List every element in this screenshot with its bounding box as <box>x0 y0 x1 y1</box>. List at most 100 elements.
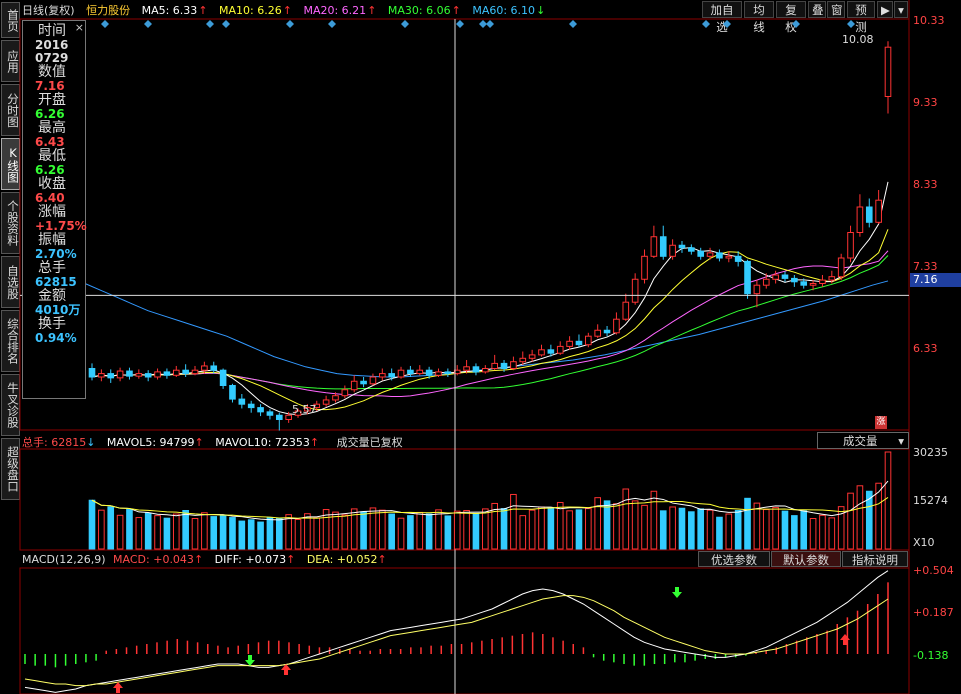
volume-bar <box>641 504 648 550</box>
candle-body <box>472 366 480 373</box>
candle-body <box>98 373 105 378</box>
volume-bar <box>510 493 517 550</box>
default-params-button[interactable]: 默认参数 <box>771 551 841 567</box>
candle-body <box>659 236 667 257</box>
sidebar-tab-3[interactable]: K线图 <box>1 138 20 190</box>
candle-body <box>538 349 545 356</box>
volume-note: 成交量已复权 <box>336 436 403 449</box>
data-value: +1.75% <box>35 219 87 233</box>
volume-bar <box>744 497 751 550</box>
macd-tick: +0.187 <box>913 606 954 619</box>
candle-body <box>397 369 405 378</box>
window-button[interactable]: 窗 <box>827 1 845 18</box>
event-marker-icon <box>723 20 731 28</box>
overlay-button[interactable]: 叠 <box>808 1 826 18</box>
golden-cross-arrow-icon <box>281 664 291 675</box>
data-label: 收盘 <box>38 176 66 192</box>
arrow-up-icon: ↑ <box>309 436 320 449</box>
candle-body <box>88 368 96 378</box>
add-favorite-button[interactable]: 加自选 <box>702 1 742 34</box>
data-label: 金额 <box>38 288 66 304</box>
volume-bar <box>453 510 461 550</box>
candle-body <box>275 414 283 420</box>
min-price-label: 5.57 <box>292 403 317 416</box>
candle-body <box>847 232 854 259</box>
volume-bar <box>285 514 292 550</box>
volume-bar <box>594 497 602 550</box>
candle-body <box>444 371 452 375</box>
volume-bar <box>294 518 302 550</box>
dea-line <box>24 595 889 687</box>
candle-body <box>257 407 264 413</box>
candle-body <box>482 368 489 373</box>
volume-bar <box>463 510 470 550</box>
volume-bar <box>210 516 218 550</box>
arrow-up-icon: ↑ <box>193 553 204 566</box>
optimize-params-button[interactable]: 优选参数 <box>698 551 770 567</box>
candle-body <box>547 349 555 354</box>
volume-bar <box>126 509 133 550</box>
chevron-down-icon[interactable]: ▾ <box>894 1 908 18</box>
data-label: 时间 <box>38 23 66 39</box>
sidebar-tab-4[interactable]: 个股资料 <box>1 192 20 254</box>
ma20-value: MA20: 6.21 <box>303 4 367 17</box>
volume-bar <box>107 506 115 550</box>
mavol10-value: MAVOL10: 72353 <box>215 436 310 449</box>
volume-bar <box>322 509 330 550</box>
candle-body <box>585 335 592 346</box>
forecast-button[interactable]: 预测 <box>847 1 875 34</box>
volume-bar <box>219 514 227 550</box>
candle-body <box>678 244 686 249</box>
volume-bar <box>154 515 161 550</box>
volume-bar <box>201 512 208 550</box>
candle-body <box>491 362 498 369</box>
indicator-help-button[interactable]: 指标说明 <box>842 551 908 567</box>
data-label: 开盘 <box>38 92 66 108</box>
sidebar-tab-6[interactable]: 综合排名 <box>1 310 20 372</box>
event-marker-icon <box>101 20 109 28</box>
event-marker-icon <box>792 20 800 28</box>
volume-bar <box>144 512 152 550</box>
price-tick: 8.33 <box>913 178 938 191</box>
event-marker-icon <box>479 20 487 28</box>
volume-bar <box>734 510 742 550</box>
dea-value: DEA: +0.052 <box>306 553 378 566</box>
max-price-label: 10.08 <box>842 33 874 46</box>
sidebar-tab-5[interactable]: 自选股 <box>1 256 20 308</box>
indicator-selector-value: 成交量 <box>843 434 878 448</box>
death-cross-arrow-icon <box>672 587 682 598</box>
volume-bar <box>275 518 283 550</box>
period-label: 日线(复权) <box>22 4 75 17</box>
candle-body <box>884 46 892 97</box>
candle-body <box>266 411 274 416</box>
candle-body <box>107 373 115 379</box>
ma-line-button[interactable]: 均线 <box>744 1 774 34</box>
volume-bar <box>191 518 199 550</box>
candle-body <box>435 371 442 376</box>
macd-header: MACD(12,26,9) MACD: +0.043↑ DIFF: +0.073… <box>22 553 387 566</box>
candle-body <box>613 318 620 334</box>
volume-bar <box>538 506 545 550</box>
candle-body <box>238 398 246 405</box>
volume-bar <box>603 500 611 550</box>
volume-bar <box>500 508 508 550</box>
volume-bar <box>828 517 836 550</box>
sidebar-tab-0[interactable]: 首页 <box>1 2 20 38</box>
close-icon[interactable]: × <box>74 21 84 34</box>
indicator-selector[interactable]: 成交量 ▾ <box>817 432 909 449</box>
candle-body <box>837 257 845 278</box>
limit-up-badge: 涨 <box>875 416 887 429</box>
candle-body <box>116 370 124 379</box>
candle-body <box>510 361 517 370</box>
data-label: 涨幅 <box>38 204 66 220</box>
volume-bar <box>753 502 761 550</box>
restore-rights-button[interactable]: 复权 <box>776 1 806 34</box>
arrow-up-icon: ↑ <box>451 4 461 17</box>
event-marker-icon <box>486 20 494 28</box>
candle-body <box>453 369 461 375</box>
candle-body <box>697 250 705 257</box>
candle-body <box>669 244 676 257</box>
volume-header: 总手: 62815↓ MAVOL5: 94799↑ MAVOL10: 72353… <box>22 434 403 450</box>
pin-icon[interactable]: ▶ <box>877 1 893 18</box>
